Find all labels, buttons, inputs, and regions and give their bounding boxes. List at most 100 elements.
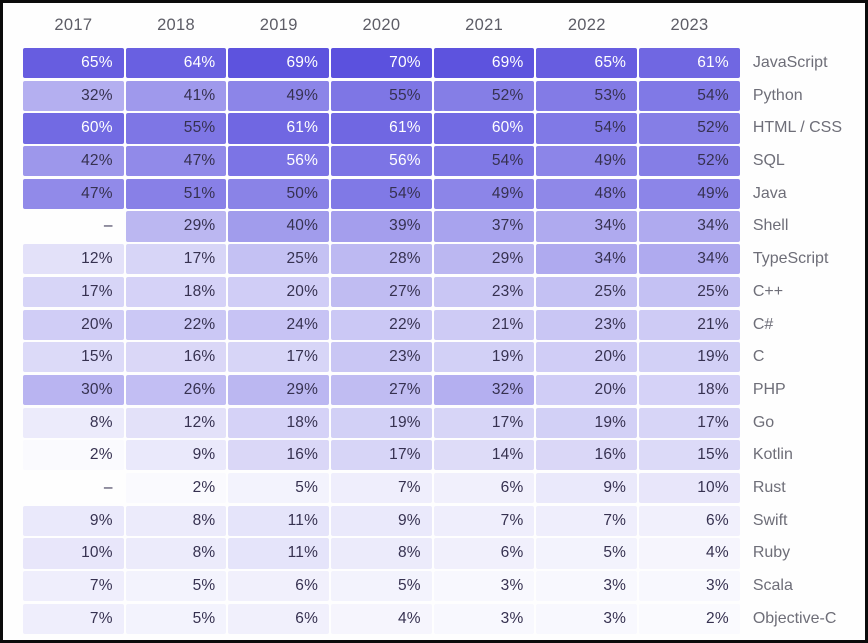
heatmap-cell: 42% (23, 146, 124, 177)
heatmap-cell: 23% (536, 309, 638, 340)
heatmap-cell: 5% (125, 571, 227, 602)
heatmap-cell: 9% (125, 440, 227, 471)
heatmap-cell: 6% (433, 472, 535, 504)
heatmap-cell: 29% (228, 374, 330, 406)
heatmap-cell: 18% (228, 407, 330, 438)
heatmap-cell: 54% (639, 80, 740, 111)
heatmap-cell: 18% (125, 276, 227, 308)
heatmap-cell: 14% (433, 440, 535, 471)
heatmap-cell: 32% (23, 80, 124, 111)
heatmap-cell: 27% (331, 276, 432, 308)
heatmap-cell: 2% (23, 440, 124, 471)
heatmap-cell: 17% (228, 342, 330, 373)
heatmap-cell: 23% (331, 342, 432, 373)
table-row: 10% 8% 11% 8% 6% 5% 4% Ruby (23, 538, 865, 569)
heatmap-cell: 8% (23, 407, 124, 438)
heatmap-cell: 52% (639, 113, 740, 144)
table-row: 32% 41% 49% 55% 52% 53% 54% Python (23, 80, 865, 111)
row-label: Scala (752, 577, 793, 594)
heatmap-cell: 56% (228, 146, 330, 177)
heatmap-inner: 2017 2018 2019 2020 2021 2022 2023 65% 64% 69% 70… (3, 3, 865, 634)
heatmap-cell: 9% (331, 505, 432, 536)
heatmap-cell: 4% (331, 603, 432, 634)
heatmap-cell: 28% (331, 244, 432, 275)
heatmap-cell: 17% (433, 407, 535, 438)
row-label: SQL (752, 152, 785, 170)
heatmap-cell: 60% (433, 113, 535, 144)
heatmap-cell: 54% (433, 146, 535, 177)
heatmap-cell: 34% (639, 244, 740, 275)
heatmap-cell: 55% (125, 113, 227, 144)
heatmap-cell: 21% (433, 309, 535, 340)
heatmap-cell: 7% (23, 603, 124, 634)
heatmap-cell: 17% (125, 244, 227, 275)
heatmap-cell: 41% (125, 80, 227, 111)
heatmap-cell: 2% (125, 472, 227, 504)
row-label: TypeScript (752, 250, 829, 268)
heatmap-cell: 10% (23, 538, 124, 569)
table-row: 7% 5% 6% 4% 3% 3% 2% Objective-C (23, 603, 865, 634)
heatmap-cell: 69% (433, 48, 535, 79)
heatmap-cell: 6% (228, 571, 330, 602)
heatmap-cell: 3% (536, 571, 638, 602)
heatmap-cell: 56% (331, 146, 432, 177)
heatmap-cell: 25% (228, 244, 330, 275)
table-row: 17% 18% 20% 27% 23% 25% 25% C++ (23, 276, 865, 308)
heatmap-cell: 17% (23, 276, 124, 308)
heatmap-cell: 15% (639, 440, 740, 471)
row-label: HTML / CSS (752, 119, 843, 137)
row-label: Objective-C (752, 609, 837, 627)
heatmap-cell: 3% (433, 603, 535, 634)
heatmap-cell: 8% (125, 538, 227, 569)
heatmap-cell: 27% (331, 374, 432, 406)
heatmap-cell: 40% (228, 211, 330, 242)
heatmap-cell: 24% (228, 309, 330, 340)
heatmap-cell: 26% (125, 374, 227, 406)
heatmap-cell: 49% (639, 178, 740, 209)
heatmap-cell: 65% (536, 48, 638, 79)
heatmap-cell: 16% (125, 342, 227, 373)
heatmap-cell: 47% (23, 178, 124, 209)
heatmap-cell: 6% (228, 603, 330, 634)
heatmap-cell: – (103, 217, 113, 235)
heatmap-cell: 61% (228, 113, 330, 144)
heatmap-cell: 16% (228, 440, 330, 471)
heatmap-cell: 32% (433, 374, 535, 406)
heatmap-cell: 3% (433, 571, 535, 602)
heatmap-cell: 25% (639, 276, 740, 308)
heatmap-cell: 25% (536, 276, 638, 308)
row-label: C++ (752, 282, 784, 300)
heatmap-cell: 5% (228, 472, 330, 504)
heatmap-cell: 10% (639, 472, 740, 504)
heatmap-cell: 54% (331, 178, 432, 209)
heatmap-cell: 61% (331, 113, 432, 144)
heatmap-cell: 37% (433, 211, 535, 242)
row-label: JavaScript (752, 54, 828, 71)
heatmap-cell: 21% (639, 309, 740, 340)
row-label: Python (752, 86, 803, 104)
row-label: C# (752, 315, 774, 333)
heatmap-cell: 20% (536, 374, 638, 406)
heatmap-cell: 17% (639, 407, 740, 438)
table-row: 42% 47% 56% 56% 54% 49% 52% SQL (23, 146, 865, 177)
year-header: 2023 (670, 16, 709, 34)
heatmap-cell: 4% (639, 538, 740, 569)
table-row: –2% 5% 7% 6% 9% 10% Rust (23, 472, 865, 504)
heatmap-cell: 20% (23, 309, 124, 340)
heatmap-cell: 20% (228, 276, 330, 308)
heatmap-cell: 34% (536, 211, 638, 242)
heatmap-cell: 8% (125, 505, 227, 536)
year-header: 2022 (567, 16, 606, 34)
heatmap-cell: 3% (536, 603, 638, 634)
heatmap-cell: 55% (331, 80, 432, 111)
heatmap-cell: 48% (536, 178, 638, 209)
heatmap-cell: 19% (331, 407, 432, 438)
heatmap-cell: – (103, 478, 113, 496)
row-label: Ruby (752, 544, 791, 562)
heatmap-cell: 6% (433, 538, 535, 569)
heatmap-cell: 39% (331, 211, 432, 242)
heatmap-cell: 34% (639, 211, 740, 242)
table-row: –29% 40% 39% 37% 34% 34% Shell (23, 211, 865, 242)
table-row: 12% 17% 25% 28% 29% 34% 34% TypeScript (23, 244, 865, 275)
